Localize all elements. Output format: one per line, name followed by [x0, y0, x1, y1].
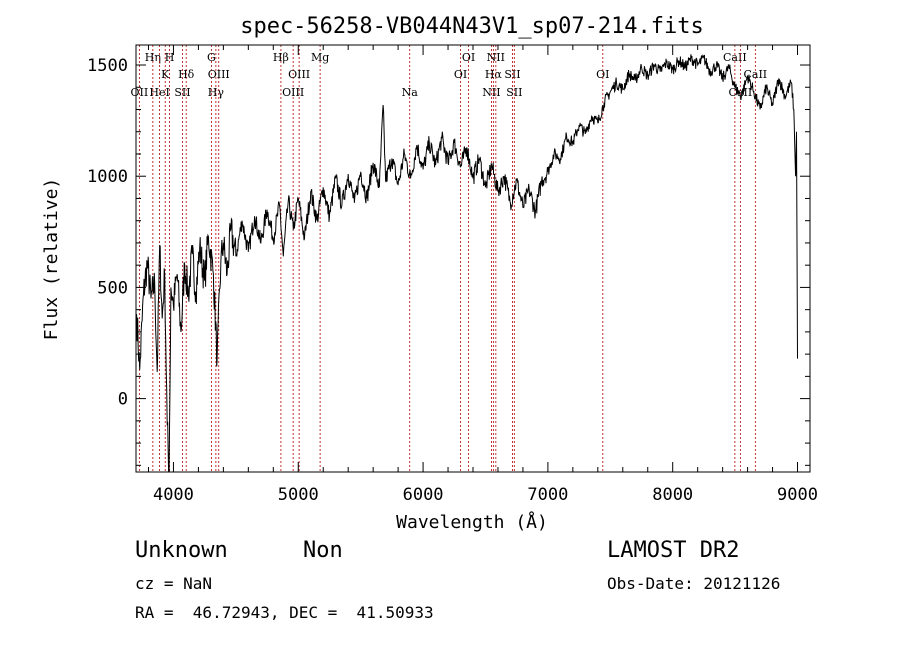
line-marker-label: Hγ [208, 86, 225, 99]
redshift-cz: cz = NaN [135, 574, 213, 593]
line-marker-label: OIII [282, 86, 304, 99]
y-tick-label: 1000 [87, 167, 128, 187]
y-tick-label: 500 [97, 278, 128, 298]
line-marker-label: Hβ [273, 51, 289, 64]
line-marker-label: OI [596, 68, 609, 81]
line-marker-label: OI [454, 68, 467, 81]
line-marker-label: NII [482, 86, 500, 99]
line-marker-label: SII [506, 86, 522, 99]
line-marker-label: OIII [208, 68, 230, 81]
line-marker-label: OII [131, 86, 149, 99]
line-marker-label: H [165, 51, 175, 64]
line-marker-label: OI [462, 51, 475, 64]
x-tick-label: 4000 [153, 485, 194, 505]
line-marker-label: Hα [485, 68, 503, 81]
y-tick-label: 1500 [87, 56, 128, 76]
observation-date: Obs-Date: 20121126 [607, 574, 781, 593]
plot-axes: 4000 5000 6000 7000 8000 9000 0 500 1000 1500 [87, 44, 818, 505]
line-marker-label: Na [402, 86, 419, 99]
plot-frame [135, 44, 811, 473]
line-marker-label: Hη [145, 51, 161, 64]
spectrum-series [136, 54, 798, 473]
line-marker-label: NII [487, 51, 505, 64]
line-marker-label: HeI [149, 86, 169, 99]
line-marker-label: Mg [311, 51, 329, 64]
x-tick-label: 5000 [278, 485, 319, 505]
chart-title: spec-56258-VB044N43V1_sp07-214.fits [240, 14, 704, 39]
object-subclass: Non [303, 538, 343, 563]
line-marker-label: K [161, 68, 170, 81]
survey-name: LAMOST DR2 [607, 538, 740, 563]
x-axis-label: Wavelength (Å) [396, 511, 548, 533]
line-marker-label: G [207, 51, 216, 64]
line-marker-label: SII [504, 68, 520, 81]
line-marker-label: CaII [729, 86, 753, 99]
line-marker-label: Hδ [178, 68, 195, 81]
x-tick-label: 6000 [403, 485, 444, 505]
line-marker-label: SII [174, 86, 190, 99]
x-tick-label: 9000 [777, 485, 818, 505]
ra-dec-coordinates: RA = 46.72943, DEC = 41.50933 [135, 603, 434, 622]
emission-line-markers: OIIHηHeIKHSIIHδGHγOIIIHβOIIIOIIIMgNaOIOI… [131, 45, 767, 472]
y-tick-label: 0 [118, 390, 128, 410]
line-marker-label: CaII [723, 51, 747, 64]
y-axis-label: Flux (relative) [41, 178, 62, 341]
object-class: Unknown [135, 538, 228, 563]
x-tick-label: 7000 [527, 485, 568, 505]
x-tick-label: 8000 [652, 485, 693, 505]
spectrum-line [136, 54, 798, 473]
line-marker-label: OIII [288, 68, 310, 81]
